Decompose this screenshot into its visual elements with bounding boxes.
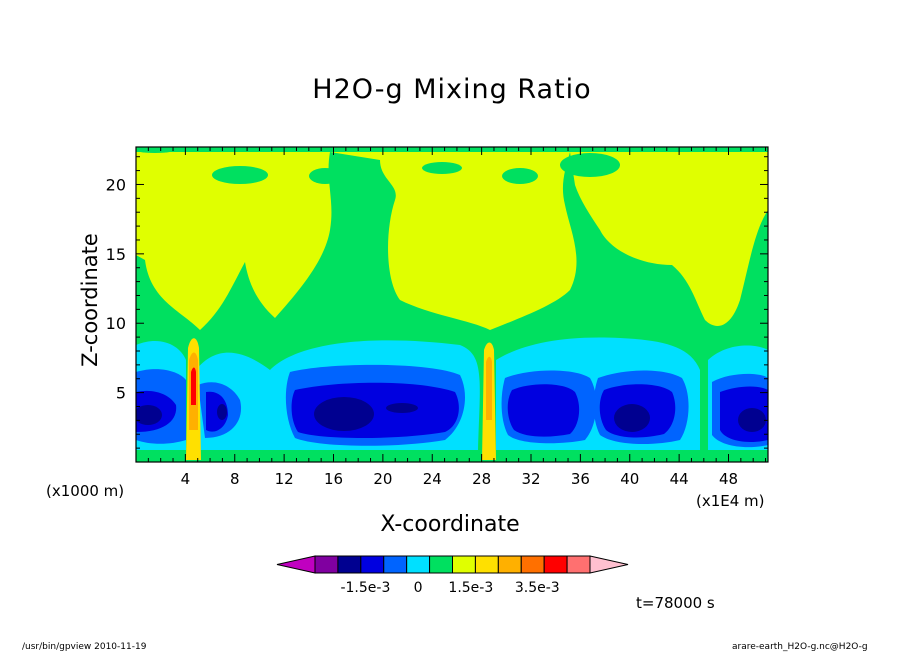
y-axis-label: Z-coordinate — [78, 233, 102, 367]
y-tick-label: 15 — [106, 245, 126, 264]
contour-yellow-center — [330, 152, 577, 330]
contour-updraft-right-inner — [486, 356, 492, 420]
colorbar-segment — [452, 555, 476, 574]
colorbar-segment — [566, 555, 591, 574]
colorbar-segment — [360, 555, 385, 574]
contour-navy-core — [314, 397, 374, 431]
x-tick-label: 28 — [472, 470, 491, 488]
x-tick-label: 16 — [324, 470, 343, 488]
y-tick-label: 10 — [106, 314, 126, 333]
y-tick-label: 20 — [106, 175, 126, 194]
contour-updraft-left-core — [191, 367, 196, 405]
contour-green-island — [136, 147, 180, 153]
x-tick-label: 24 — [423, 470, 442, 488]
colorbar-label: 1.5e-3 — [448, 580, 493, 596]
colorbar-label: -1.5e-3 — [340, 580, 390, 596]
x-tick-label: 32 — [521, 470, 540, 488]
x-tick-label: 48 — [719, 470, 738, 488]
footer-command: /usr/bin/gpview 2010-11-19 — [22, 642, 147, 652]
contour-yellow-right — [570, 152, 768, 326]
colorbar-label: 3.5e-3 — [515, 580, 560, 596]
x-axis-label: X-coordinate — [380, 512, 520, 537]
colorbar-segment — [474, 555, 499, 574]
x-tick-label: 4 — [181, 470, 191, 488]
colorbar-segment — [497, 555, 522, 574]
colorbar-segment — [314, 555, 339, 574]
contour-green-island — [560, 153, 620, 177]
chart-title: H2O-g Mixing Ratio — [312, 74, 592, 105]
plot-frame — [135, 146, 769, 463]
colorbar: -1.5e-3 0 1.5e-3 3.5e-3 — [276, 555, 629, 596]
x-tick-label: 12 — [275, 470, 294, 488]
colorbar-label: 0 — [414, 580, 423, 596]
colorbar-segment — [406, 555, 431, 574]
contour-green-island — [502, 168, 538, 184]
colorbar-segment — [383, 555, 408, 574]
x-unit-right: (x1E4 m) — [696, 492, 765, 510]
contour-navy-core — [738, 408, 766, 432]
contour-green-island — [212, 166, 268, 184]
colorbar-segment — [429, 555, 454, 574]
colorbar-high-extend — [589, 555, 629, 574]
time-label: t=78000 s — [636, 594, 715, 612]
contour-green-island — [309, 168, 341, 184]
colorbar-segment — [337, 555, 362, 574]
contour-navy-core — [217, 404, 227, 420]
colorbar-segment — [543, 555, 568, 574]
contour-yellow-left — [136, 152, 332, 330]
y-tick-label: 5 — [116, 384, 126, 403]
x-tick-label: 40 — [620, 470, 639, 488]
contour-green-island — [422, 162, 462, 174]
x-tick-label: 8 — [230, 470, 240, 488]
contour-navy-core — [614, 404, 650, 432]
x-tick-label: 36 — [571, 470, 590, 488]
x-unit-left: (x1000 m) — [46, 482, 125, 500]
colorbar-low-extend — [276, 555, 316, 574]
x-tick-label: 20 — [373, 470, 392, 488]
colorbar-segment — [520, 555, 545, 574]
contour-darkblue — [136, 382, 768, 442]
contour-navy-core — [136, 405, 162, 425]
contour-navy-core — [386, 403, 418, 413]
footer-source: arare-earth_H2O-g.nc@H2O-g — [732, 642, 868, 652]
x-tick-label: 44 — [670, 470, 689, 488]
contour-field — [136, 147, 768, 462]
